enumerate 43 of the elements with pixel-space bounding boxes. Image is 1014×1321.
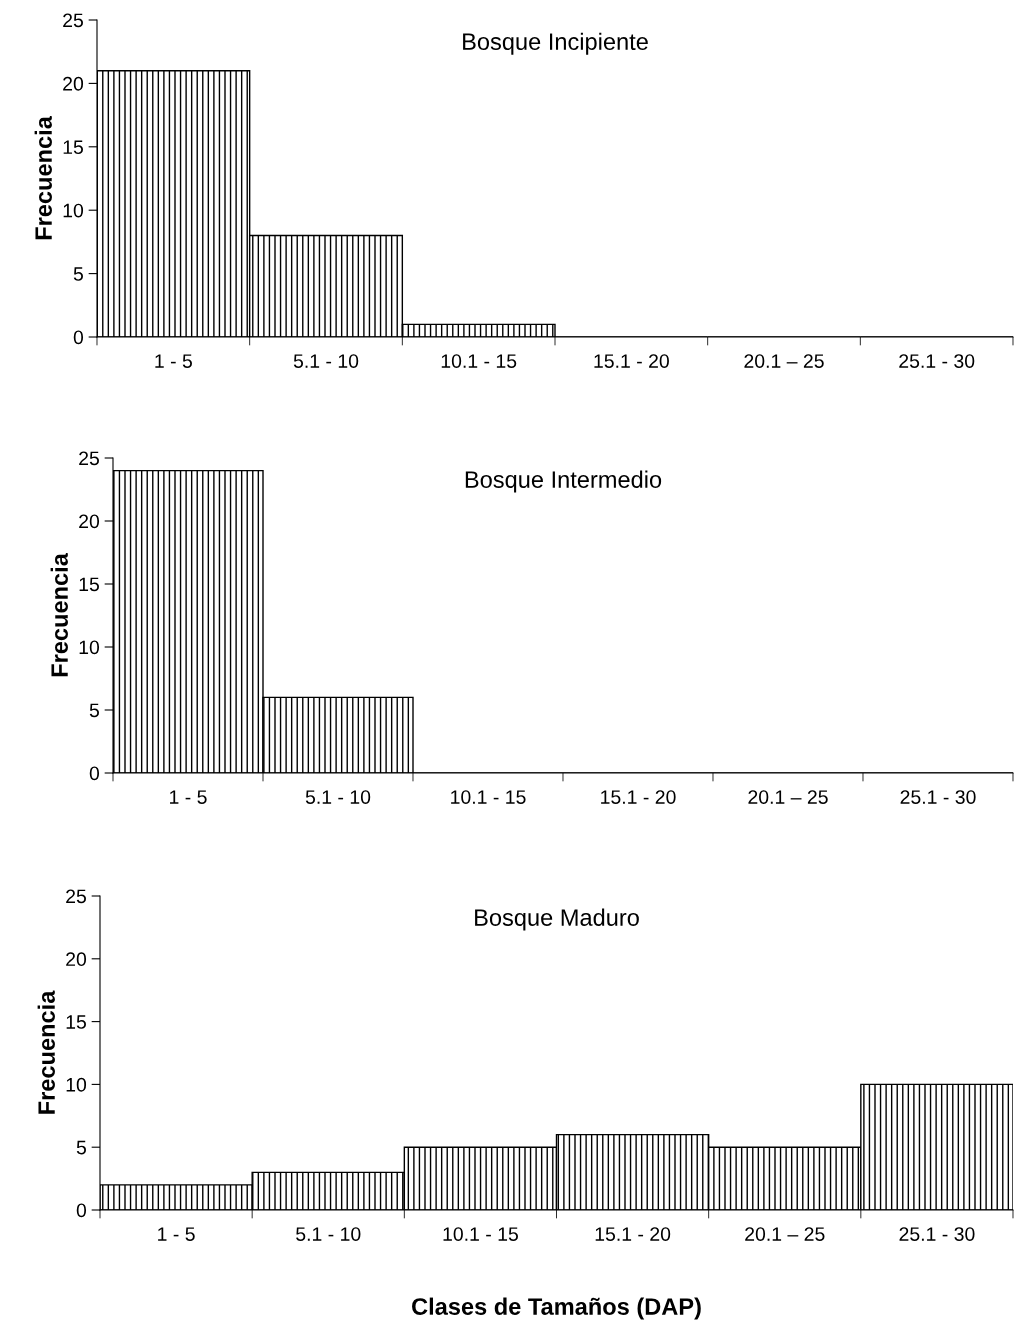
y-tick-label: 20 [79,514,100,529]
x-tick-label: 5.1 - 10 [296,1227,361,1241]
text: Bosque Incipiente [463,32,648,55]
y-tick-label: 5 [76,1140,86,1155]
x-tick-label: 25.1 - 30 [899,354,975,368]
y-tick-label: 5 [73,267,83,281]
x-axis-title: Clases de Tamaños (DAP) [412,1297,701,1320]
y-tick-label: 0 [89,766,100,781]
x-tick-label: 20.1 – 25 [744,354,824,368]
y-tick-label: 10 [66,1077,87,1092]
x-tick-label: 20.1 – 25 [745,1227,825,1241]
y-tick-label: 25 [63,13,83,28]
y-axis-title: Frecuencia [50,553,68,677]
x-tick-label: 25.1 - 30 [900,790,976,804]
x-tick-label: 10.1 - 15 [451,790,526,804]
x-tick-label: 1 - 5 [155,354,192,368]
x-tick-label: 10.1 - 15 [443,1227,518,1241]
x-tick-label: 10.1 - 15 [441,354,517,368]
y-tick-label: 20 [63,76,84,91]
x-tick-label: 25.1 - 30 [899,1227,975,1241]
y-tick-label: 20 [66,952,87,967]
x-tick-label: 5.1 - 10 [305,790,371,804]
x-tick-label: 1 - 5 [158,1227,195,1241]
y-tick-label: 5 [89,703,99,718]
y-tick-label: 25 [79,451,99,466]
y-tick-label: 0 [73,330,84,345]
y-tick-label: 15 [63,140,83,155]
x-tick-label: 5.1 - 10 [293,354,359,368]
y-tick-label: 10 [63,203,84,218]
x-tick-label: 15.1 - 20 [601,790,676,804]
chart-title: Bosque Intermedio [465,470,662,493]
x-tick-label: 1 - 5 [170,790,207,804]
y-tick-label: 10 [79,640,100,655]
y-tick-label: 15 [66,1015,86,1029]
y-tick-label: 15 [79,577,99,592]
y-axis-title: Frecuencia [34,116,52,240]
chart-title: Bosque Maduro [475,908,639,931]
y-axis-title: Frecuencia [37,990,55,1114]
x-tick-label: 15.1 - 20 [594,354,669,368]
x-tick-label: 15.1 - 20 [595,1227,671,1241]
x-tick-label: 20.1 – 25 [748,790,828,804]
y-tick-label: 25 [66,889,86,904]
y-tick-label: 0 [76,1203,87,1218]
